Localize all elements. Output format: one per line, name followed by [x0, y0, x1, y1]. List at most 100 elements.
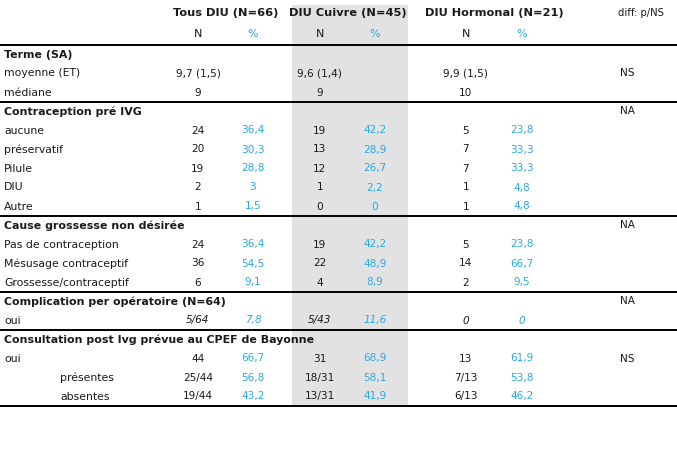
Text: 13: 13: [459, 354, 473, 364]
Text: 5: 5: [462, 125, 469, 135]
Text: 1: 1: [317, 183, 323, 193]
Text: N: N: [315, 29, 324, 39]
Text: 58,1: 58,1: [364, 373, 387, 382]
Text: N: N: [462, 29, 470, 39]
Text: Mésusage contraceptif: Mésusage contraceptif: [4, 258, 128, 269]
Text: 9,9 (1,5): 9,9 (1,5): [443, 69, 488, 78]
Text: 9,5: 9,5: [514, 277, 530, 287]
Text: 19: 19: [313, 125, 326, 135]
Text: Pilule: Pilule: [4, 164, 33, 174]
Text: 25/44: 25/44: [183, 373, 213, 382]
Text: 0: 0: [462, 316, 469, 326]
Text: 28,9: 28,9: [364, 144, 387, 155]
Text: 24: 24: [192, 239, 204, 249]
Text: 7,8: 7,8: [244, 316, 261, 326]
Text: Contraception pré IVG: Contraception pré IVG: [4, 106, 142, 117]
Text: 1: 1: [462, 202, 469, 212]
Text: 61,9: 61,9: [510, 354, 533, 364]
Text: 18/31: 18/31: [305, 373, 335, 382]
Text: 2: 2: [195, 183, 201, 193]
Text: NS: NS: [620, 354, 634, 364]
Text: 9,1: 9,1: [244, 277, 261, 287]
Text: 36,4: 36,4: [241, 239, 265, 249]
Text: 0: 0: [317, 202, 324, 212]
Text: DIU: DIU: [4, 183, 24, 193]
Text: 66,7: 66,7: [241, 354, 265, 364]
Text: 68,9: 68,9: [364, 354, 387, 364]
Text: %: %: [517, 29, 527, 39]
Text: présentes: présentes: [60, 372, 114, 383]
Text: 2,2: 2,2: [367, 183, 383, 193]
Text: 0: 0: [372, 202, 378, 212]
Text: 1: 1: [195, 202, 201, 212]
Text: 1,5: 1,5: [244, 202, 261, 212]
Text: 7/13: 7/13: [454, 373, 478, 382]
Text: 36,4: 36,4: [241, 125, 265, 135]
Text: 48,9: 48,9: [364, 258, 387, 268]
Text: oui: oui: [4, 316, 20, 326]
Text: 11,6: 11,6: [364, 316, 387, 326]
Text: 44: 44: [192, 354, 204, 364]
Text: NA: NA: [620, 106, 635, 116]
Text: 41,9: 41,9: [364, 391, 387, 401]
Text: 54,5: 54,5: [241, 258, 265, 268]
Text: Complication per opératoire (N=64): Complication per opératoire (N=64): [4, 296, 226, 307]
Text: 42,2: 42,2: [364, 239, 387, 249]
Text: 13: 13: [313, 144, 326, 155]
Text: 3: 3: [250, 183, 257, 193]
Text: Terme (SA): Terme (SA): [4, 50, 72, 60]
Text: absentes: absentes: [60, 391, 110, 401]
Text: Autre: Autre: [4, 202, 34, 212]
Text: 0: 0: [519, 316, 525, 326]
Text: 20: 20: [192, 144, 204, 155]
Text: 14: 14: [459, 258, 473, 268]
Text: Pas de contraception: Pas de contraception: [4, 239, 118, 249]
Text: 5/43: 5/43: [308, 316, 332, 326]
Text: 4: 4: [317, 277, 323, 287]
Text: 9,7 (1,5): 9,7 (1,5): [175, 69, 221, 78]
Text: DIU Cuivre (N=45): DIU Cuivre (N=45): [288, 8, 406, 18]
Text: 43,2: 43,2: [241, 391, 265, 401]
Text: NA: NA: [620, 221, 635, 230]
Text: 22: 22: [313, 258, 326, 268]
Text: 12: 12: [313, 164, 326, 174]
Text: 33,3: 33,3: [510, 164, 533, 174]
Text: 6/13: 6/13: [454, 391, 478, 401]
Text: DIU Hormonal (N=21): DIU Hormonal (N=21): [424, 8, 563, 18]
Text: N: N: [194, 29, 202, 39]
Text: 36: 36: [192, 258, 204, 268]
Text: 31: 31: [313, 354, 326, 364]
Text: 5/64: 5/64: [186, 316, 210, 326]
Text: 66,7: 66,7: [510, 258, 533, 268]
Text: 6: 6: [195, 277, 201, 287]
Text: Consultation post Ivg prévue au CPEF de Bayonne: Consultation post Ivg prévue au CPEF de …: [4, 334, 314, 345]
Text: 19: 19: [192, 164, 204, 174]
Text: 13/31: 13/31: [305, 391, 335, 401]
Text: 1: 1: [462, 183, 469, 193]
Text: 4,8: 4,8: [514, 183, 530, 193]
Text: 19/44: 19/44: [183, 391, 213, 401]
Text: 7: 7: [462, 164, 469, 174]
Text: NS: NS: [620, 69, 634, 78]
Text: aucune: aucune: [4, 125, 44, 135]
Text: 10: 10: [459, 87, 473, 97]
Text: diff: p/NS: diff: p/NS: [618, 8, 663, 18]
Text: %: %: [248, 29, 258, 39]
Text: 4,8: 4,8: [514, 202, 530, 212]
Text: 5: 5: [462, 239, 469, 249]
Text: préservatif: préservatif: [4, 144, 63, 155]
Text: 56,8: 56,8: [241, 373, 265, 382]
Text: 23,8: 23,8: [510, 125, 533, 135]
Text: 26,7: 26,7: [364, 164, 387, 174]
Text: 19: 19: [313, 239, 326, 249]
Text: 8,9: 8,9: [366, 277, 383, 287]
Text: Tous DIU (N=66): Tous DIU (N=66): [173, 8, 278, 18]
Text: 33,3: 33,3: [510, 144, 533, 155]
Text: 28,8: 28,8: [241, 164, 265, 174]
Text: 2: 2: [462, 277, 469, 287]
Text: oui: oui: [4, 354, 20, 364]
Text: %: %: [370, 29, 380, 39]
Text: NA: NA: [620, 296, 635, 307]
Text: médiane: médiane: [4, 87, 51, 97]
Text: 9: 9: [195, 87, 201, 97]
